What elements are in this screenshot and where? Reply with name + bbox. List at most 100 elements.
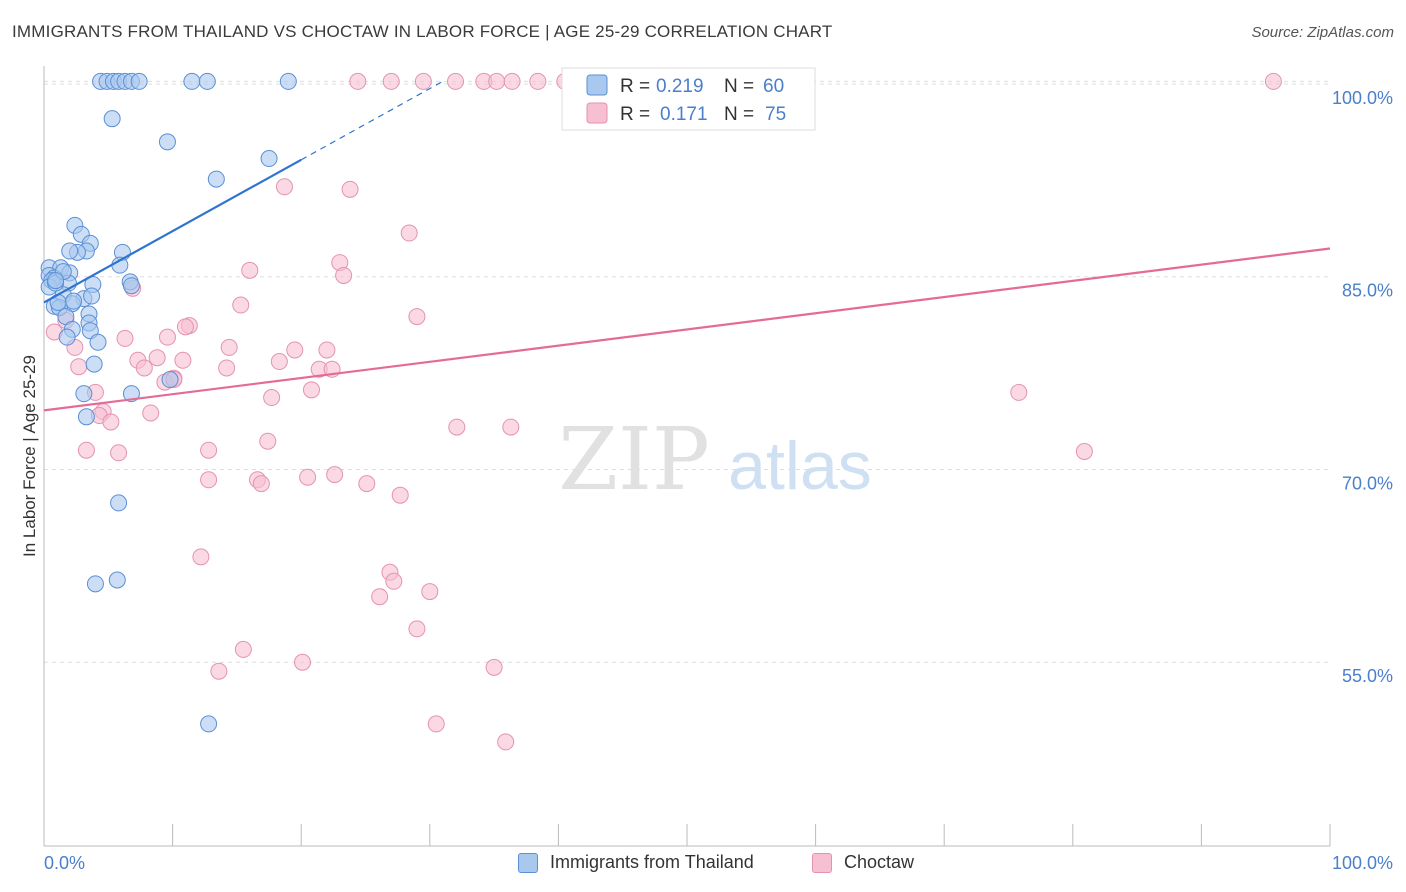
choctaw-point bbox=[259, 432, 277, 450]
thailand-point bbox=[58, 328, 76, 346]
choctaw-point bbox=[286, 341, 304, 359]
correlation-legend: R = 0.219 N = 60 R = 0.171 N = 75 bbox=[561, 67, 816, 131]
thailand-point bbox=[207, 170, 225, 188]
choctaw-point bbox=[1264, 72, 1282, 90]
choctaw-point bbox=[318, 341, 336, 359]
thailand-point bbox=[77, 408, 95, 426]
choctaw-point bbox=[371, 588, 389, 606]
y-tick-label: 70.0% bbox=[1342, 473, 1393, 493]
choctaw-point bbox=[341, 180, 359, 198]
thailand-point bbox=[47, 272, 65, 290]
thailand-point bbox=[200, 715, 218, 733]
legend-item-choctaw: Choctaw bbox=[812, 852, 914, 873]
choctaw-point bbox=[232, 296, 250, 314]
choctaw-trend-line bbox=[43, 247, 1331, 412]
choctaw-point bbox=[293, 653, 311, 671]
thailand-point bbox=[110, 494, 128, 512]
thailand-point bbox=[130, 72, 148, 90]
choctaw-point bbox=[142, 404, 160, 422]
choctaw-point bbox=[200, 471, 218, 489]
legend-n-label-2: N = bbox=[724, 104, 754, 125]
x-tick-label-max: 100.0% bbox=[1332, 853, 1393, 873]
choctaw-point bbox=[110, 444, 128, 462]
x-tick-label-min: 0.0% bbox=[44, 853, 85, 873]
choctaw-point bbox=[70, 358, 88, 376]
chart-title: IMMIGRANTS FROM THAILAND VS CHOCTAW IN L… bbox=[12, 22, 833, 41]
choctaw-point bbox=[400, 224, 418, 242]
choctaw-point bbox=[148, 349, 166, 367]
choctaw-point bbox=[299, 468, 317, 486]
axes bbox=[43, 66, 1331, 847]
choctaw-point bbox=[241, 261, 259, 279]
thailand-point bbox=[198, 72, 216, 90]
choctaw-point bbox=[275, 178, 293, 196]
thailand-point bbox=[161, 371, 179, 389]
y-tick-label: 85.0% bbox=[1342, 281, 1393, 301]
choctaw-point bbox=[421, 583, 439, 601]
legend-n-label-1: N = bbox=[724, 76, 754, 97]
thailand-trend-line bbox=[43, 158, 302, 304]
choctaw-point bbox=[447, 72, 465, 90]
y-tick-label: 100.0% bbox=[1332, 88, 1393, 108]
choctaw-point bbox=[192, 548, 210, 566]
choctaw-point bbox=[408, 308, 426, 326]
thailand-point bbox=[103, 110, 121, 128]
tick-labels: 55.0% 70.0% 85.0% 100.0% 0.0% 100.0% bbox=[44, 88, 1393, 873]
choctaw-point bbox=[116, 329, 134, 347]
choctaw-point bbox=[176, 318, 194, 336]
choctaw-point bbox=[270, 353, 288, 371]
thailand-trend-extension bbox=[300, 80, 443, 161]
choctaw-point bbox=[102, 413, 120, 431]
choctaw-point bbox=[391, 486, 409, 504]
choctaw-point bbox=[488, 72, 506, 90]
series-legend: Immigrants from Thailand Choctaw bbox=[0, 852, 1406, 878]
watermark: ZIP atlas bbox=[558, 410, 872, 510]
thailand-point bbox=[75, 385, 93, 403]
thailand-point bbox=[279, 72, 297, 90]
choctaw-point bbox=[382, 72, 400, 90]
choctaw-points bbox=[45, 72, 1282, 751]
legend-n-value-1: 60 bbox=[763, 76, 784, 97]
legend-r-label-1: R = bbox=[620, 76, 650, 97]
legend-r-value-2: 0.171 bbox=[660, 104, 708, 125]
choctaw-point bbox=[1010, 383, 1028, 401]
thailand-point bbox=[260, 150, 278, 168]
thailand-point bbox=[83, 287, 101, 305]
choctaw-point bbox=[414, 72, 432, 90]
choctaw-point bbox=[218, 359, 236, 377]
choctaw-point bbox=[502, 418, 520, 436]
choctaw-point bbox=[77, 441, 95, 459]
thailand-point bbox=[158, 133, 176, 151]
thailand-point bbox=[183, 72, 201, 90]
choctaw-point bbox=[220, 338, 238, 356]
choctaw-point bbox=[174, 351, 192, 369]
choctaw-point bbox=[1075, 443, 1093, 461]
thailand-point bbox=[86, 575, 104, 593]
choctaw-point bbox=[408, 620, 426, 638]
choctaw-point bbox=[358, 475, 376, 493]
legend-swatch-blue bbox=[586, 74, 608, 96]
watermark-atlas: atlas bbox=[728, 428, 872, 504]
choctaw-point bbox=[263, 389, 281, 407]
legend-r-value-1: 0.219 bbox=[656, 76, 704, 97]
choctaw-point bbox=[335, 266, 353, 284]
legend-swatch-choctaw bbox=[812, 852, 832, 873]
thailand-point bbox=[85, 355, 103, 373]
legend-item-thailand: Immigrants from Thailand bbox=[518, 852, 754, 873]
thailand-point bbox=[108, 571, 126, 589]
source-label: Source: ZipAtlas.com bbox=[1251, 24, 1394, 41]
choctaw-point bbox=[234, 640, 252, 658]
thailand-point bbox=[122, 385, 140, 403]
choctaw-point bbox=[200, 441, 218, 459]
choctaw-point bbox=[135, 359, 153, 377]
choctaw-point bbox=[349, 72, 367, 90]
thailand-point bbox=[65, 292, 83, 310]
thailand-point bbox=[122, 277, 140, 295]
legend-n-value-2: 75 bbox=[765, 104, 786, 125]
choctaw-point bbox=[448, 418, 466, 436]
thailand-point bbox=[89, 333, 107, 351]
trend-lines bbox=[43, 80, 1331, 412]
choctaw-point bbox=[497, 733, 515, 751]
choctaw-point bbox=[210, 662, 228, 680]
